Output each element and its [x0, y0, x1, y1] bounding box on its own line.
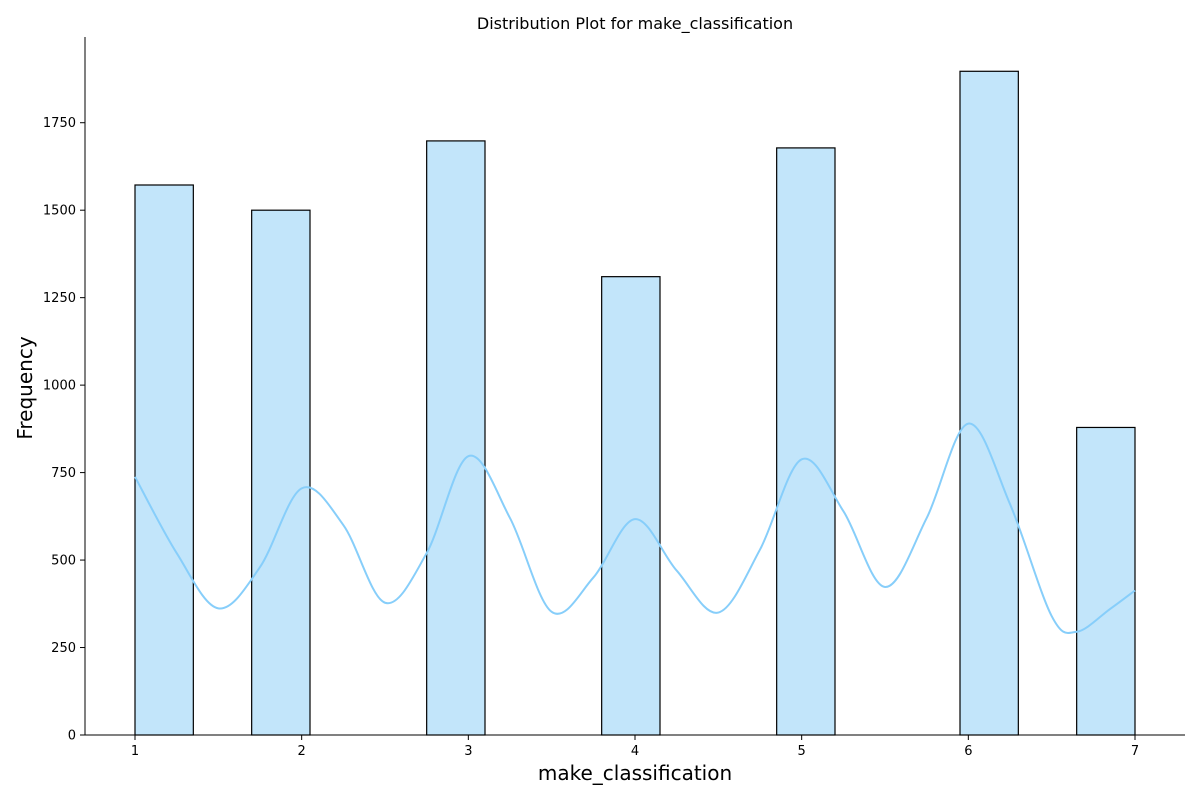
y-tick-label: 750 — [51, 466, 76, 481]
x-tick-label: 4 — [631, 744, 639, 759]
x-tick-label: 3 — [464, 744, 472, 759]
kde-group — [134, 422, 1136, 634]
x-tick-label: 5 — [798, 744, 806, 759]
histogram-bar-1 — [134, 184, 194, 736]
histogram-bar-6 — [959, 70, 1019, 736]
histogram-bar-4 — [601, 276, 661, 736]
histogram-bar-5 — [776, 147, 836, 736]
x-tick-label: 2 — [298, 744, 306, 759]
y-tick-label: 1250 — [43, 291, 76, 306]
kde-curve — [134, 422, 1136, 634]
y-tick-label: 500 — [51, 554, 76, 569]
histogram-bar-3 — [426, 140, 486, 736]
y-tick-label: 1000 — [43, 379, 76, 394]
y-tick-label: 1750 — [43, 116, 76, 131]
x-tick-label: 6 — [964, 744, 972, 759]
axes-group: 1 2 3 4 5 6 7 0 250 500 750 1000 1250 1500 1750 — [43, 37, 1185, 759]
x-tick-label: 7 — [1131, 744, 1139, 759]
y-tick-label: 0 — [68, 729, 76, 744]
y-tick-label: 250 — [51, 641, 76, 656]
histogram-bar-2 — [251, 209, 311, 736]
x-axis-label: make_classification — [538, 761, 732, 785]
y-axis-label: Frequency — [13, 336, 37, 439]
histogram-bar-7 — [1076, 426, 1136, 736]
chart-title: Distribution Plot for make_classificatio… — [477, 14, 793, 34]
x-tick-label: 1 — [131, 744, 139, 759]
y-tick-label: 1500 — [43, 204, 76, 219]
bars-group — [134, 70, 1136, 736]
